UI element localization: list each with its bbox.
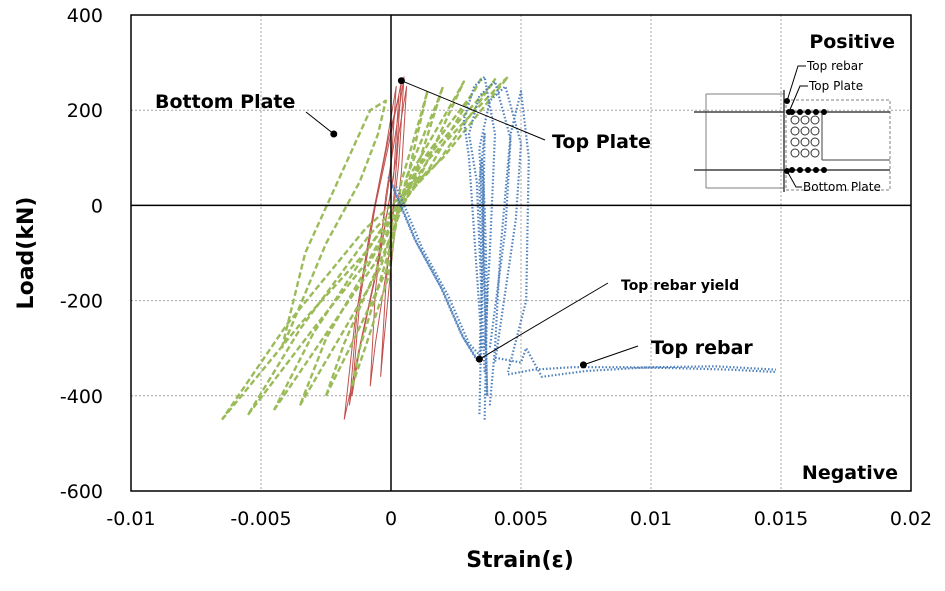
series-bottom-plate-line: [350, 89, 429, 387]
x-tick-label: 0: [385, 508, 397, 530]
y-tick-label: 0: [91, 195, 103, 217]
y-tick-label: -200: [60, 291, 103, 313]
gridlines: [131, 15, 911, 491]
y-tick-label: 200: [67, 100, 103, 122]
plot-frame: [130, 14, 912, 492]
x-axis-title: Strain(ε): [466, 548, 574, 573]
series-top-rebar-line: [507, 366, 776, 376]
annotation-label-top-rebar-yield: Top rebar yield: [621, 278, 739, 294]
inset-positive-label: Positive: [809, 31, 895, 53]
inset-schematic: Positive Top rebar T: [694, 31, 895, 194]
x-tick-label: 0.005: [494, 508, 548, 530]
series-top-rebar-line: [389, 181, 481, 364]
series-bottom-plate-line: [280, 99, 387, 349]
inset-outline: [785, 99, 891, 191]
series-layer: [221, 75, 776, 421]
annotation-point-top-rebar-yield: [475, 355, 483, 363]
annotation-point-top-plate: [397, 77, 405, 85]
series-top-rebar-line: [488, 90, 530, 406]
inset-bolts: [790, 115, 820, 158]
annotation-leader-top-rebar-yield: [479, 282, 609, 360]
x-tick-label: 0.01: [630, 508, 672, 530]
inset-label-top-plate: Top Plate: [808, 79, 863, 93]
series-top-rebar-line: [467, 80, 512, 373]
annotation-label-top-plate: Top Plate: [552, 131, 651, 153]
tick-labels: -0.01 -0.005 0 0.005 0.01 0.015 0.02 -600 -400 -2…: [60, 5, 932, 530]
annotation-leader-top-plate: [401, 80, 546, 141]
inset-plates: [789, 109, 827, 173]
negative-label: Negative: [802, 462, 898, 484]
series-bottom-plate-line: [298, 80, 465, 406]
series-bottom-plate-line: [272, 75, 484, 411]
x-tick-label: 0.015: [754, 508, 808, 530]
x-tick-label: -0.01: [106, 508, 155, 530]
y-tick-label: -400: [60, 386, 103, 408]
series-bottom-plate-line: [324, 85, 445, 397]
annotation-leader-top-rebar: [583, 345, 639, 366]
series-top-rebar-line: [462, 75, 497, 349]
annotation-point-top-rebar: [579, 361, 587, 369]
x-tick-label: -0.005: [230, 508, 291, 530]
series-top-plate-line: [380, 85, 408, 377]
series-top-rebar-line: [494, 347, 776, 378]
series-top-plate-line: [348, 95, 400, 406]
inset-label-top-rebar: Top rebar: [806, 59, 863, 73]
inset-leader: [786, 65, 806, 102]
series-bottom-plate-line: [221, 75, 510, 421]
series-top-rebar-line: [395, 185, 483, 359]
y-tick-label: 400: [67, 5, 103, 27]
series-top-rebar-line: [387, 176, 478, 361]
inset-leader: [788, 85, 808, 113]
annotation-leader-bottom-plate: [305, 111, 335, 135]
annotation-label-bottom-plate: Bottom Plate: [155, 91, 295, 113]
x-tick-label: 0.02: [890, 508, 932, 530]
annotation-point-bottom-plate: [330, 130, 338, 138]
series-top-rebar-line: [478, 85, 523, 396]
inset-label-bottom-plate: Bottom Plate: [803, 180, 881, 194]
annotations-layer: Bottom Plate Top Plate Top rebar yield Top …: [155, 77, 753, 369]
inset-leader: [786, 170, 802, 188]
series-top-plate-line: [369, 76, 405, 387]
series-bottom-plate-line: [246, 78, 497, 416]
axes: [130, 14, 912, 492]
annotation-label-top-rebar: Top rebar: [651, 337, 753, 359]
y-tick-label: -600: [60, 481, 103, 503]
y-axis-title: Load(kN): [14, 197, 39, 310]
